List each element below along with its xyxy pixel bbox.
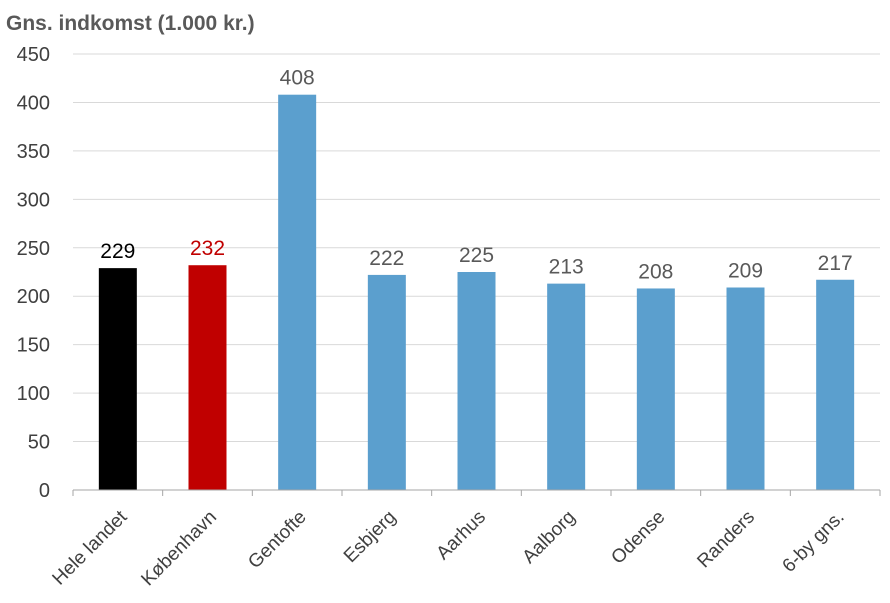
- category-label: Gentofte: [244, 507, 310, 573]
- y-tick-label: 200: [17, 286, 50, 308]
- data-label: 232: [190, 237, 225, 260]
- y-tick-label: 250: [17, 238, 50, 260]
- y-tick-label: 400: [17, 92, 50, 114]
- data-label: 208: [638, 260, 673, 283]
- category-label: 6-by gns.: [779, 507, 849, 577]
- category-label: København: [137, 507, 221, 591]
- category-label: Aarhus: [433, 507, 490, 564]
- category-label: Randers: [693, 507, 759, 573]
- data-label: 209: [728, 260, 763, 283]
- bars: [98, 94, 855, 491]
- data-label: 213: [549, 256, 584, 279]
- y-tick-label: 450: [17, 44, 50, 66]
- bar: [188, 265, 227, 490]
- category-labels: Hele landet København Gentofte Esbjerg Aarhu…: [49, 506, 849, 590]
- bar: [816, 279, 855, 490]
- y-tick-label: 150: [17, 335, 50, 357]
- category-label: Hele landet: [49, 506, 132, 589]
- bar: [726, 287, 765, 490]
- bar: [457, 272, 496, 490]
- data-labels: 229 232 408 222 225 213 208 209 217: [100, 67, 852, 284]
- category-label: Odense: [607, 507, 669, 569]
- category-label: Esbjerg: [340, 507, 400, 567]
- bar: [636, 288, 675, 490]
- bar: [367, 274, 406, 490]
- y-tick-label: 300: [17, 189, 50, 211]
- category-label: Aalborg: [519, 507, 580, 568]
- y-tick-label: 0: [39, 480, 50, 502]
- y-axis-ticks: 0 50 100 150 200 250 300 350 400 450: [17, 44, 50, 502]
- bar: [547, 283, 586, 490]
- data-label: 408: [280, 67, 315, 90]
- data-label: 225: [459, 244, 494, 267]
- bar: [278, 94, 317, 491]
- y-tick-label: 350: [17, 141, 50, 163]
- x-axis: [72, 489, 881, 496]
- data-label: 229: [100, 240, 135, 263]
- data-label: 217: [818, 252, 853, 275]
- chart-title: Gns. indkomst (1.000 kr.): [6, 12, 255, 35]
- y-tick-label: 100: [17, 383, 50, 405]
- bar: [98, 268, 137, 490]
- data-label: 222: [369, 247, 404, 270]
- y-tick-label: 50: [28, 432, 50, 454]
